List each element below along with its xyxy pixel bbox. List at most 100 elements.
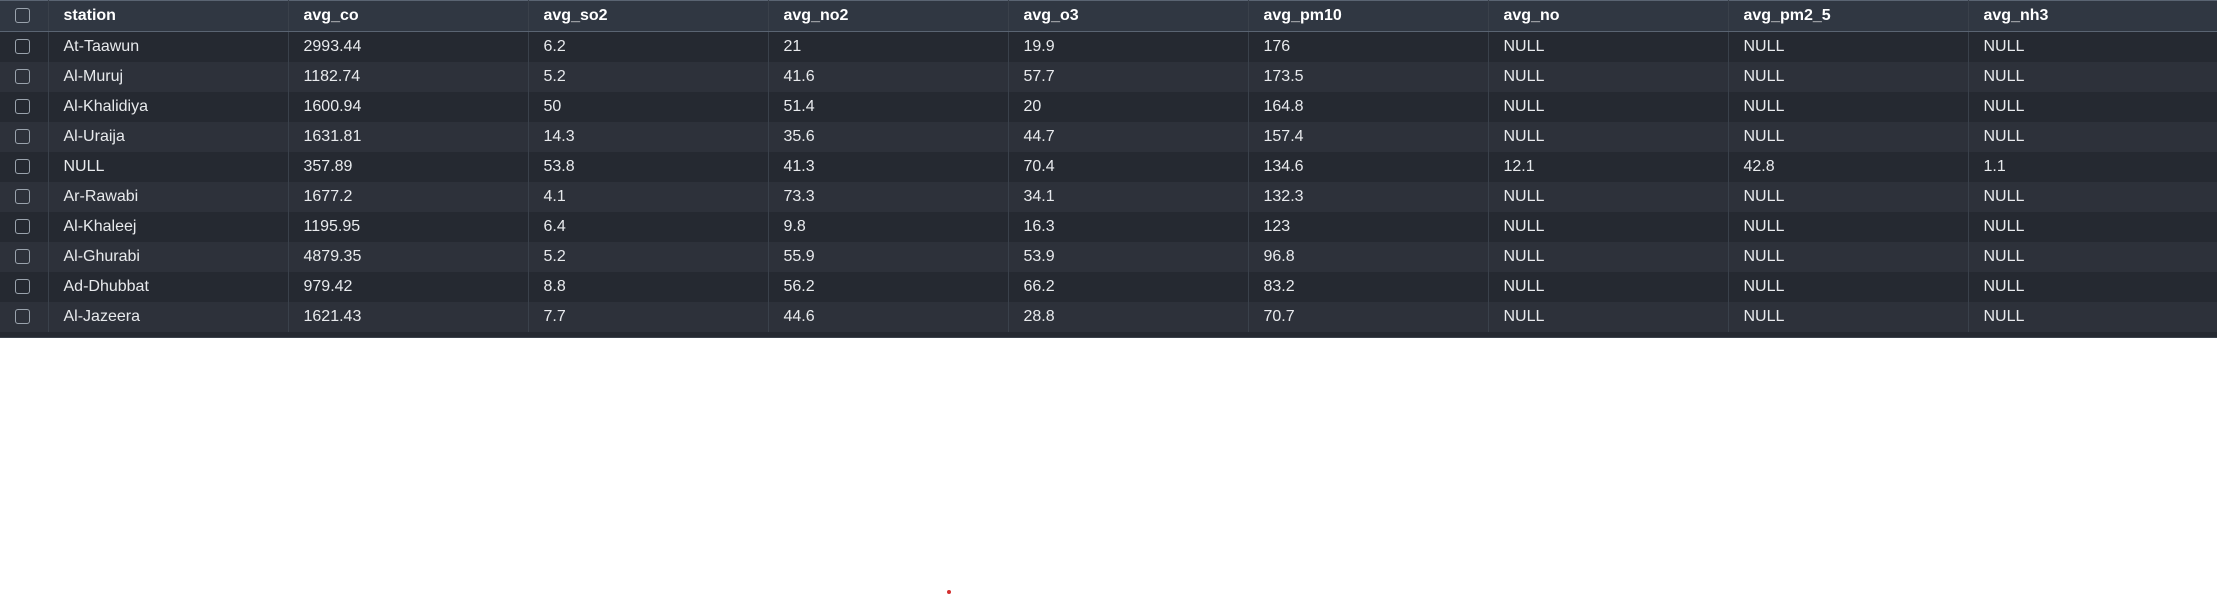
table-cell-avg-so2[interactable]: 5.2 <box>528 242 769 272</box>
row-checkbox[interactable] <box>15 249 30 265</box>
row-checkbox[interactable] <box>15 99 30 115</box>
table-cell-avg-pm10[interactable]: 173.5 <box>1248 62 1489 92</box>
table-cell-avg-no[interactable]: NULL <box>1488 212 1729 242</box>
table-cell-avg-nh3[interactable]: NULL <box>1968 302 2217 332</box>
row-checkbox[interactable] <box>15 279 30 295</box>
table-row[interactable]: Al-Uraija 1631.81 14.3 35.6 44.7 157.4 NULL NUL… <box>0 122 2217 152</box>
table-cell-avg-no2[interactable]: 35.6 <box>768 122 1009 152</box>
table-cell-avg-no[interactable]: NULL <box>1488 31 1729 62</box>
table-cell-avg-pm2-5[interactable]: NULL <box>1728 242 1969 272</box>
table-cell-avg-no[interactable]: NULL <box>1488 302 1729 332</box>
table-cell-avg-no2[interactable]: 41.3 <box>768 152 1009 182</box>
row-checkbox[interactable] <box>15 309 30 325</box>
table-cell-avg-co[interactable]: 1677.2 <box>288 182 529 212</box>
table-cell-station[interactable]: Al-Jazeera <box>48 302 289 332</box>
table-cell-avg-nh3[interactable]: NULL <box>1968 182 2217 212</box>
table-cell-avg-o3[interactable]: 19.9 <box>1008 31 1249 62</box>
table-cell-avg-pm10[interactable]: 134.6 <box>1248 152 1489 182</box>
table-cell-avg-co[interactable]: 1600.94 <box>288 92 529 122</box>
row-checkbox[interactable] <box>15 39 30 55</box>
table-cell-station[interactable]: Al-Muruj <box>48 62 289 92</box>
row-checkbox[interactable] <box>15 189 30 205</box>
table-cell-avg-o3[interactable]: 16.3 <box>1008 212 1249 242</box>
table-cell-avg-nh3[interactable]: NULL <box>1968 31 2217 62</box>
table-cell-avg-pm10[interactable]: 83.2 <box>1248 272 1489 302</box>
table-cell-avg-pm2-5[interactable]: NULL <box>1728 182 1969 212</box>
table-cell-avg-nh3[interactable]: 1.1 <box>1968 152 2217 182</box>
table-row[interactable]: Al-Khaleej 1195.95 6.4 9.8 16.3 123 NULL NULL NU… <box>0 212 2217 242</box>
table-cell-avg-no2[interactable]: 41.6 <box>768 62 1009 92</box>
table-cell-station[interactable]: NULL <box>48 152 289 182</box>
table-cell-station[interactable]: Ar-Rawabi <box>48 182 289 212</box>
table-cell-avg-so2[interactable]: 5.2 <box>528 62 769 92</box>
table-cell-avg-so2[interactable]: 4.1 <box>528 182 769 212</box>
table-cell-avg-co[interactable]: 979.42 <box>288 272 529 302</box>
table-cell-station[interactable]: Al-Ghurabi <box>48 242 289 272</box>
table-cell-avg-pm2-5[interactable]: NULL <box>1728 212 1969 242</box>
column-header-avg-no2[interactable]: avg_no2 <box>768 0 1009 32</box>
table-cell-avg-nh3[interactable]: NULL <box>1968 62 2217 92</box>
table-cell-avg-no[interactable]: NULL <box>1488 182 1729 212</box>
table-cell-avg-pm2-5[interactable]: NULL <box>1728 31 1969 62</box>
table-cell-avg-so2[interactable]: 6.4 <box>528 212 769 242</box>
table-cell-avg-no[interactable]: NULL <box>1488 122 1729 152</box>
table-row[interactable]: Ar-Rawabi 1677.2 4.1 73.3 34.1 132.3 NULL NULL N… <box>0 182 2217 212</box>
table-cell-avg-pm10[interactable]: 70.7 <box>1248 302 1489 332</box>
table-cell-avg-co[interactable]: 2993.44 <box>288 31 529 62</box>
table-cell-avg-pm2-5[interactable]: NULL <box>1728 302 1969 332</box>
column-header-avg-pm2-5[interactable]: avg_pm2_5 <box>1728 0 1969 32</box>
table-cell-avg-pm2-5[interactable]: NULL <box>1728 92 1969 122</box>
table-cell-avg-so2[interactable]: 8.8 <box>528 272 769 302</box>
row-checkbox[interactable] <box>15 69 30 85</box>
table-cell-avg-pm2-5[interactable]: NULL <box>1728 122 1969 152</box>
table-cell-avg-pm10[interactable]: 157.4 <box>1248 122 1489 152</box>
table-cell-avg-o3[interactable]: 66.2 <box>1008 272 1249 302</box>
table-cell-avg-no2[interactable]: 56.2 <box>768 272 1009 302</box>
table-cell-avg-no2[interactable]: 51.4 <box>768 92 1009 122</box>
table-row[interactable]: Al-Khalidiya 1600.94 50 51.4 20 164.8 NULL NULL… <box>0 92 2217 122</box>
table-cell-avg-co[interactable]: 1195.95 <box>288 212 529 242</box>
table-cell-station[interactable]: Al-Khaleej <box>48 212 289 242</box>
table-cell-avg-pm2-5[interactable]: NULL <box>1728 62 1969 92</box>
table-row[interactable]: At-Taawun 2993.44 6.2 21 19.9 176 NULL NULL NULL <box>0 31 2217 62</box>
table-cell-avg-no[interactable]: NULL <box>1488 92 1729 122</box>
row-checkbox[interactable] <box>15 129 30 145</box>
table-cell-avg-nh3[interactable]: NULL <box>1968 122 2217 152</box>
column-header-avg-o3[interactable]: avg_o3 <box>1008 0 1249 32</box>
table-cell-avg-so2[interactable]: 14.3 <box>528 122 769 152</box>
table-cell-avg-so2[interactable]: 7.7 <box>528 302 769 332</box>
table-cell-avg-so2[interactable]: 6.2 <box>528 31 769 62</box>
row-checkbox[interactable] <box>15 219 30 235</box>
table-cell-avg-so2[interactable]: 50 <box>528 92 769 122</box>
table-cell-avg-co[interactable]: 1621.43 <box>288 302 529 332</box>
table-cell-avg-pm10[interactable]: 96.8 <box>1248 242 1489 272</box>
table-cell-avg-nh3[interactable]: NULL <box>1968 212 2217 242</box>
table-cell-avg-pm10[interactable]: 132.3 <box>1248 182 1489 212</box>
table-cell-avg-o3[interactable]: 28.8 <box>1008 302 1249 332</box>
column-header-station[interactable]: station <box>48 0 289 32</box>
table-cell-avg-co[interactable]: 4879.35 <box>288 242 529 272</box>
table-row[interactable]: Al-Jazeera 1621.43 7.7 44.6 28.8 70.7 NULL NULL… <box>0 302 2217 332</box>
column-header-avg-so2[interactable]: avg_so2 <box>528 0 769 32</box>
row-checkbox[interactable] <box>15 159 30 175</box>
table-cell-avg-o3[interactable]: 53.9 <box>1008 242 1249 272</box>
column-header-avg-nh3[interactable]: avg_nh3 <box>1968 0 2217 32</box>
table-row[interactable]: NULL 357.89 53.8 41.3 70.4 134.6 12.1 42.8 1.1 <box>0 152 2217 182</box>
column-header-avg-pm10[interactable]: avg_pm10 <box>1248 0 1489 32</box>
table-cell-avg-co[interactable]: 1182.74 <box>288 62 529 92</box>
table-cell-station[interactable]: Al-Khalidiya <box>48 92 289 122</box>
table-cell-avg-o3[interactable]: 70.4 <box>1008 152 1249 182</box>
table-cell-avg-o3[interactable]: 20 <box>1008 92 1249 122</box>
table-cell-avg-nh3[interactable]: NULL <box>1968 272 2217 302</box>
table-cell-avg-no2[interactable]: 73.3 <box>768 182 1009 212</box>
table-row[interactable]: Ad-Dhubbat 979.42 8.8 56.2 66.2 83.2 NULL NULL N… <box>0 272 2217 302</box>
table-cell-avg-pm10[interactable]: 164.8 <box>1248 92 1489 122</box>
table-cell-avg-o3[interactable]: 34.1 <box>1008 182 1249 212</box>
table-cell-avg-no[interactable]: NULL <box>1488 62 1729 92</box>
table-cell-avg-nh3[interactable]: NULL <box>1968 92 2217 122</box>
table-cell-avg-nh3[interactable]: NULL <box>1968 242 2217 272</box>
table-cell-avg-no[interactable]: NULL <box>1488 242 1729 272</box>
column-header-avg-co[interactable]: avg_co <box>288 0 529 32</box>
table-cell-avg-no2[interactable]: 44.6 <box>768 302 1009 332</box>
table-cell-avg-co[interactable]: 357.89 <box>288 152 529 182</box>
